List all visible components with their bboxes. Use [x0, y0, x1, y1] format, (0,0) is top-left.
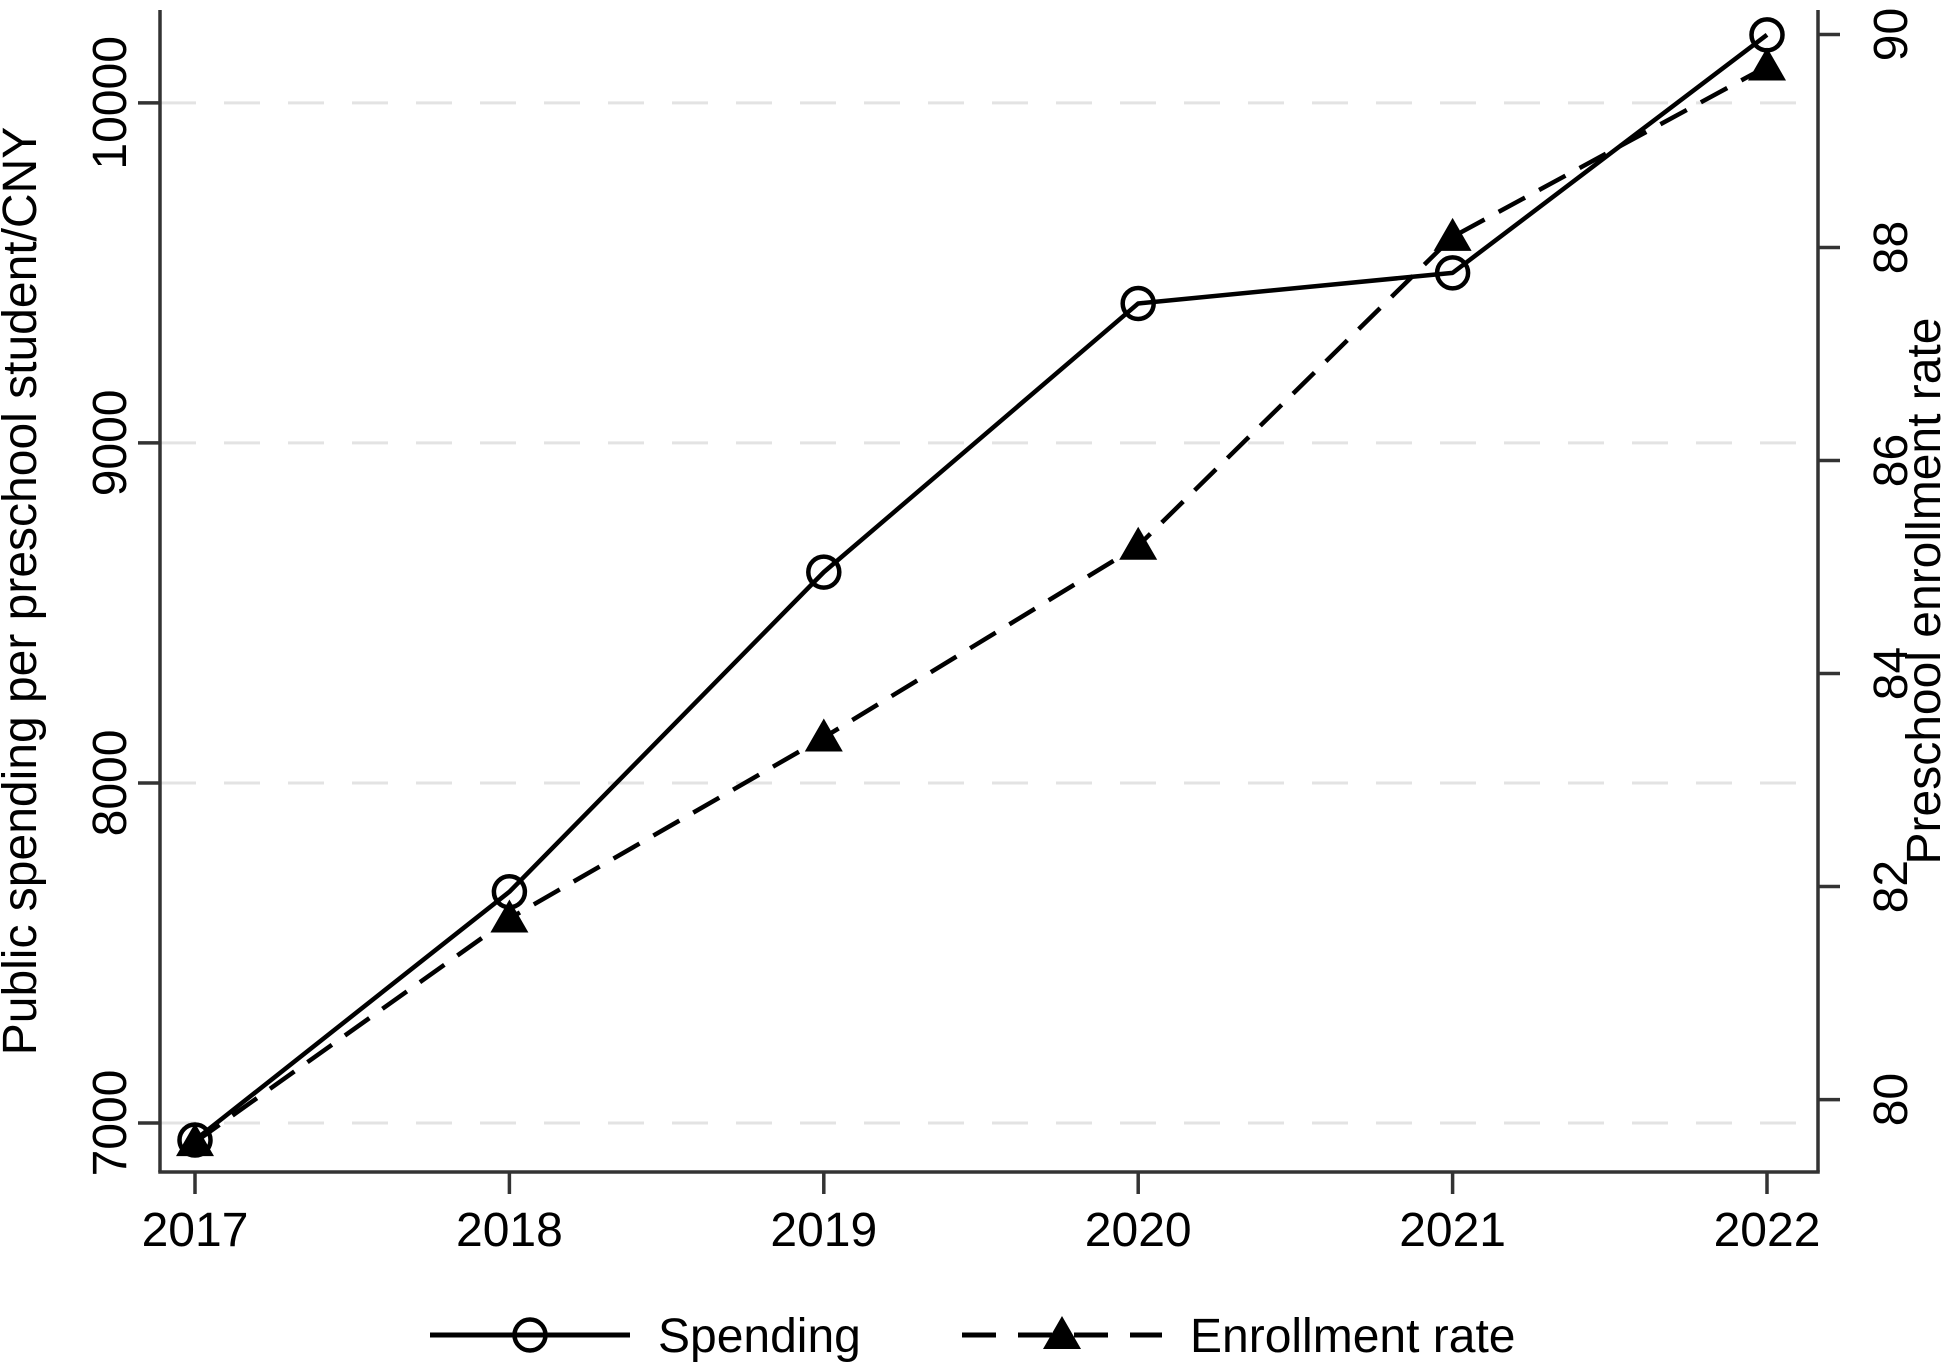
- x-tick-label-2021: 2021: [1399, 1204, 1506, 1257]
- right-tick-label-88: 88: [1865, 221, 1918, 274]
- x-tick-label-2017: 2017: [142, 1204, 249, 1257]
- legend-enrollment-marker: [1043, 1316, 1081, 1349]
- legend-key-samples: [430, 1316, 1162, 1353]
- enrollment-marker-2021: [1433, 217, 1472, 251]
- enrollment-rate-line: [193, 64, 1769, 1145]
- left-tick-label-7000: 7000: [84, 1070, 137, 1177]
- legend-spending-marker: [512, 1317, 548, 1353]
- x-tick-label-2020: 2020: [1085, 1204, 1192, 1257]
- enrollment-marker-2022: [1748, 47, 1786, 81]
- series: [176, 17, 1786, 1158]
- right-axis-title: Preschool enrollment rate: [1898, 318, 1950, 865]
- right-tick-label-90: 90: [1865, 8, 1918, 61]
- right-tick-label-86: 86: [1865, 434, 1918, 487]
- spending-marker-2020: [1120, 285, 1156, 322]
- gridlines: [160, 101, 1818, 1125]
- spending-marker-2019: [806, 554, 842, 590]
- right-tick-label-84: 84: [1865, 647, 1918, 700]
- x-tick-label-2018: 2018: [456, 1204, 563, 1257]
- x-tick-label-2019: 2019: [770, 1204, 877, 1257]
- left-tick-label-10000: 10000: [84, 36, 137, 169]
- enrollment-marker-2018: [490, 899, 529, 933]
- legend-label-enrollment-rate: Enrollment rate: [1190, 1310, 1515, 1363]
- spending-marker-2021: [1434, 255, 1471, 291]
- enrollment-marker-2020: [1119, 526, 1158, 560]
- left-tick-label-9000: 9000: [84, 390, 137, 497]
- left-tick-label-8000: 8000: [84, 730, 137, 837]
- axes: [138, 10, 1840, 1194]
- enrollment-marker-2017: [176, 1123, 214, 1157]
- right-tick-label-80: 80: [1865, 1073, 1918, 1126]
- right-tick-label-82: 82: [1865, 860, 1918, 913]
- legend-label-spending: Spending: [658, 1310, 861, 1363]
- legend: Spending Enrollment rate: [430, 1310, 1515, 1363]
- spending-line: [193, 33, 1769, 1142]
- x-tick-label-2022: 2022: [1714, 1204, 1821, 1257]
- left-axis-title: Public spending per preschool student/CN…: [0, 127, 47, 1056]
- tick-labels: 7000 8000 9000 10000 80 82 84 86 88 90 2017 2018 201…: [84, 8, 1918, 1257]
- enrollment-marker-2019: [804, 718, 843, 752]
